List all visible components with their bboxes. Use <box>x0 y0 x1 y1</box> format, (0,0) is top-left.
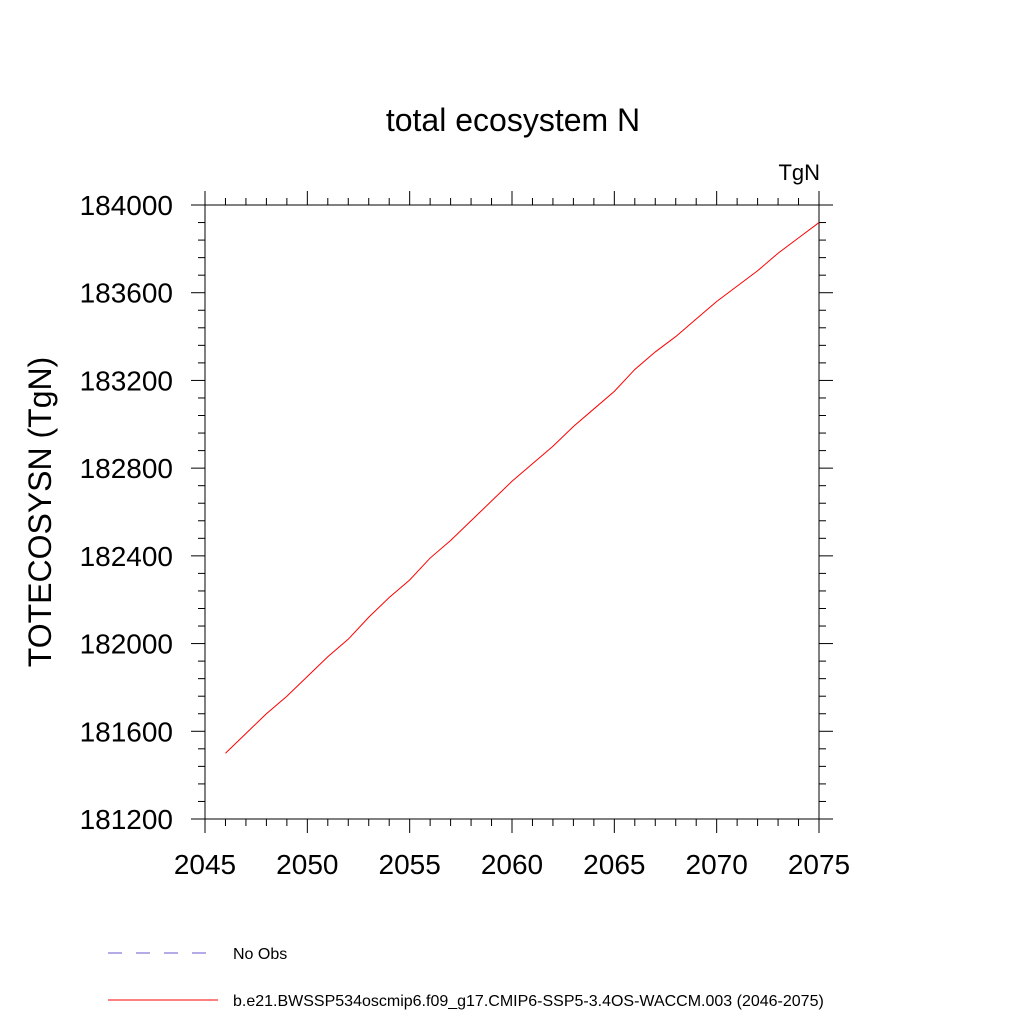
x-tick-label: 2070 <box>686 849 748 880</box>
units-label: TgN <box>778 160 820 185</box>
x-tick-label: 2075 <box>788 849 850 880</box>
y-tick-label: 182800 <box>80 453 173 484</box>
plot-frame <box>204 204 820 820</box>
y-tick-label: 184000 <box>80 190 173 221</box>
x-axis-ticks <box>204 191 820 833</box>
y-axis-ticks <box>191 204 833 820</box>
y-tick-label: 181600 <box>80 716 173 747</box>
y-tick-label: 183200 <box>80 365 173 396</box>
x-axis-tick-labels: 2045 2050 2055 2060 2065 2070 2075 <box>174 849 850 880</box>
y-tick-label: 182000 <box>80 629 173 660</box>
x-tick-label: 2055 <box>379 849 441 880</box>
y-tick-label: 183600 <box>80 278 173 309</box>
x-tick-label: 2050 <box>276 849 338 880</box>
y-tick-label: 182400 <box>80 541 173 572</box>
y-axis-label: TOTECOSYSN (TgN) <box>22 357 58 668</box>
x-tick-label: 2060 <box>481 849 543 880</box>
legend-label-model-run: b.e21.BWSSP534oscmip6.f09_g17.CMIP6-SSP5… <box>233 993 824 1010</box>
x-tick-label: 2045 <box>174 849 236 880</box>
chart-title: total ecosystem N <box>386 102 640 138</box>
x-tick-label: 2065 <box>583 849 645 880</box>
legend-label-no-obs: No Obs <box>233 946 287 963</box>
series-layer <box>225 222 820 754</box>
legend: No Obs b.e21.BWSSP534oscmip6.f09_g17.CMI… <box>108 946 824 1010</box>
series-line-1 <box>225 222 820 754</box>
y-tick-label: 181200 <box>80 804 173 835</box>
y-axis-tick-labels: 181200 181600 182000 182400 182800 183200 1836… <box>80 190 173 835</box>
